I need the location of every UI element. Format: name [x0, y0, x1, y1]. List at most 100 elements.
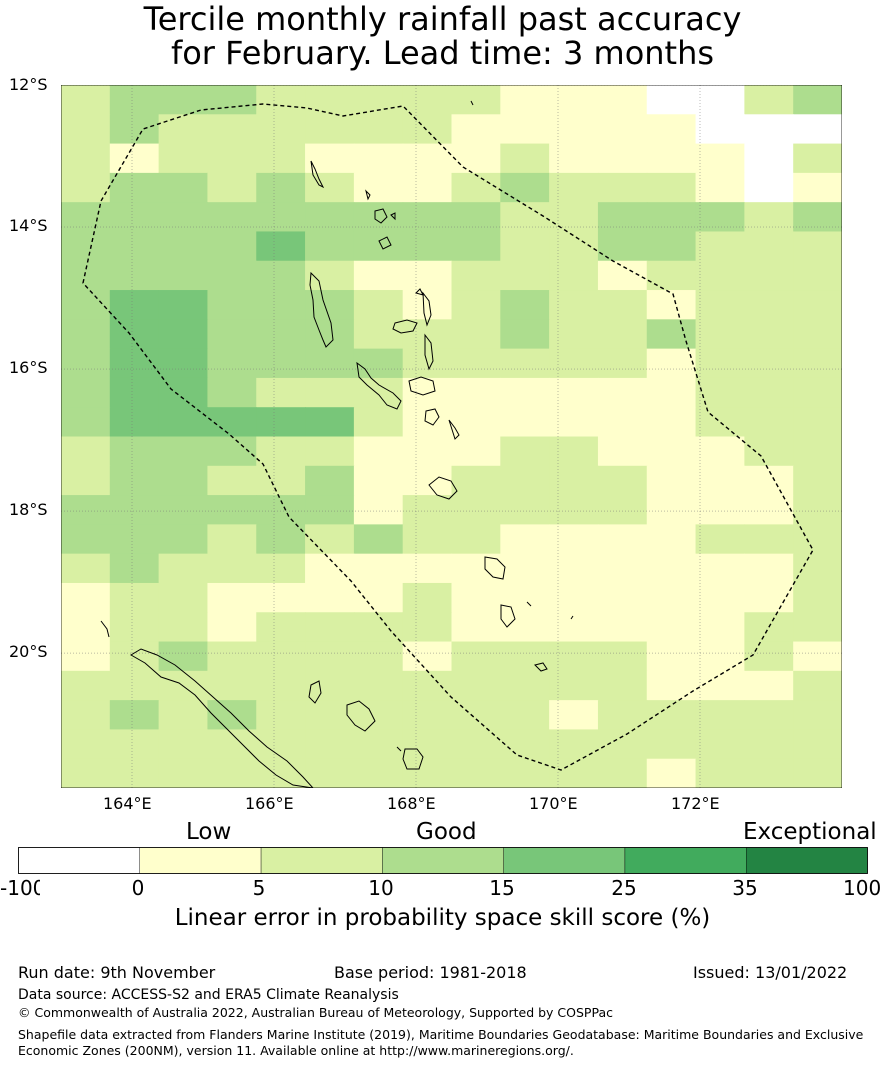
skill-cell	[695, 348, 745, 379]
skill-cell	[207, 465, 257, 496]
skill-cell	[451, 407, 501, 438]
skill-cell	[646, 143, 697, 174]
skill-cell	[500, 729, 550, 760]
skill-cell	[207, 143, 257, 174]
skill-cell	[61, 641, 111, 672]
skill-cell	[549, 172, 599, 203]
isle-of-pines-coast	[396, 746, 402, 752]
skill-cell	[451, 143, 501, 174]
skill-cell	[744, 700, 794, 731]
colorbar-tick-neg100: -100	[0, 876, 40, 900]
skill-cell	[256, 524, 306, 555]
skill-cell	[109, 465, 160, 496]
skill-cell	[695, 524, 745, 555]
skill-cell	[158, 436, 209, 467]
skill-cell	[256, 758, 306, 788]
skill-cell	[61, 729, 111, 760]
colorbar-tick-10: 10	[368, 876, 394, 900]
skill-grid-cells	[61, 85, 842, 788]
tanna-coast	[500, 604, 516, 628]
colorbar-category-low: Low	[186, 819, 232, 845]
skill-cell	[549, 260, 599, 291]
skill-cell	[451, 172, 501, 203]
skill-cell	[305, 172, 355, 203]
skill-cell	[256, 85, 306, 115]
skill-cell	[695, 758, 745, 788]
skill-cell	[549, 670, 599, 701]
skill-cell	[695, 319, 745, 350]
skill-cell	[549, 407, 599, 438]
skill-cell	[500, 495, 550, 525]
skill-cell	[597, 729, 648, 760]
skill-cell	[305, 85, 355, 115]
lon-label-164e: 164°E	[103, 794, 152, 813]
skill-cell	[793, 465, 842, 496]
skill-cell	[402, 377, 453, 408]
skill-cell	[207, 348, 257, 379]
skill-cell	[500, 670, 550, 701]
skill-cell	[402, 143, 453, 174]
skill-cell	[109, 729, 160, 760]
skill-cell	[744, 290, 794, 320]
skill-cell	[61, 231, 111, 262]
skill-cell	[695, 114, 745, 145]
skill-cell	[646, 290, 697, 320]
skill-cell	[793, 85, 842, 115]
skill-cell	[109, 495, 160, 525]
skill-cell	[695, 582, 745, 613]
skill-cell	[597, 582, 648, 613]
skill-cell	[158, 758, 209, 788]
lifou-coast	[346, 700, 376, 732]
skill-cell	[646, 465, 697, 496]
skill-cell	[451, 319, 501, 350]
skill-cell	[793, 143, 842, 174]
skill-cell	[500, 700, 550, 731]
skill-cell	[500, 612, 550, 643]
skill-cell	[207, 524, 257, 555]
skill-cell	[793, 260, 842, 291]
skill-cell	[451, 495, 501, 525]
skill-cell	[793, 290, 842, 320]
skill-cell	[158, 524, 209, 555]
skill-cell	[695, 231, 745, 262]
skill-cell	[353, 436, 404, 467]
skill-cell	[549, 377, 599, 408]
skill-cell	[402, 172, 453, 203]
skill-cell	[305, 495, 355, 525]
skill-cell	[402, 495, 453, 525]
skill-cell	[597, 758, 648, 788]
skill-cell	[256, 465, 306, 496]
skill-cell	[793, 202, 842, 233]
skill-cell	[793, 348, 842, 379]
skill-cell	[305, 319, 355, 350]
skill-cell	[207, 377, 257, 408]
skill-cell	[353, 465, 404, 496]
skill-cell	[256, 377, 306, 408]
colorbar-segment	[139, 847, 262, 874]
skill-cell	[109, 348, 160, 379]
skill-cell	[695, 85, 745, 115]
skill-cell	[402, 436, 453, 467]
rainfall-skill-map	[61, 85, 842, 788]
skill-cell	[207, 85, 257, 115]
colorbar-segment	[382, 847, 504, 874]
skill-cell	[500, 85, 550, 115]
colorbar-segment	[18, 847, 140, 874]
skill-cell	[158, 260, 209, 291]
skill-cell	[305, 377, 355, 408]
skill-cell	[695, 172, 745, 203]
skill-cell	[256, 407, 306, 438]
skill-cell	[256, 553, 306, 584]
skill-cell	[646, 319, 697, 350]
skill-cell	[646, 495, 697, 525]
skill-cell	[793, 407, 842, 438]
skill-cell	[256, 348, 306, 379]
lon-label-172e: 172°E	[671, 794, 720, 813]
skill-cell	[305, 436, 355, 467]
skill-cell	[353, 670, 404, 701]
skill-cell	[695, 290, 745, 320]
skill-cell	[61, 319, 111, 350]
skill-cell	[597, 202, 648, 233]
skill-cell	[744, 524, 794, 555]
skill-cell	[646, 377, 697, 408]
